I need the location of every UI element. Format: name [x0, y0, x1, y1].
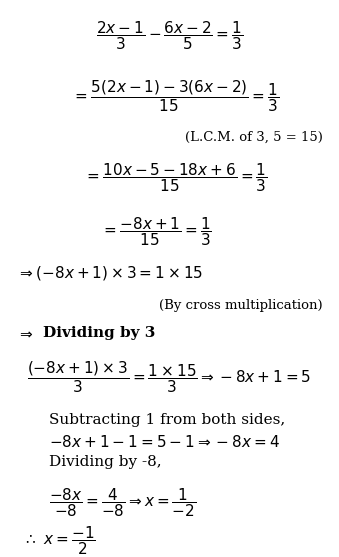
Text: $\therefore\ x = \dfrac{-1}{2}$: $\therefore\ x = \dfrac{-1}{2}$: [23, 524, 96, 557]
Text: Subtracting 1 from both sides,: Subtracting 1 from both sides,: [49, 413, 285, 427]
Text: (By cross multiplication): (By cross multiplication): [159, 299, 322, 312]
Text: $= \dfrac{10x-5-18x+6}{15} = \dfrac{1}{3}$: $= \dfrac{10x-5-18x+6}{15} = \dfrac{1}{3…: [84, 161, 268, 194]
Text: $= \dfrac{-8x+1}{15} = \dfrac{1}{3}$: $= \dfrac{-8x+1}{15} = \dfrac{1}{3}$: [101, 216, 212, 248]
Text: Dividing by -8,: Dividing by -8,: [49, 456, 162, 470]
Text: $\dfrac{-8x}{-8} = \dfrac{4}{-8} \Rightarrow x = \dfrac{1}{-2}$: $\dfrac{-8x}{-8} = \dfrac{4}{-8} \Righta…: [49, 486, 197, 519]
Text: $= \dfrac{5(2x-1)-3(6x-2)}{15} = \dfrac{1}{3}$: $= \dfrac{5(2x-1)-3(6x-2)}{15} = \dfrac{…: [72, 78, 280, 114]
Text: $\Rightarrow$: $\Rightarrow$: [17, 326, 34, 340]
Text: $\dfrac{2x-1}{3} - \dfrac{6x-2}{5} = \dfrac{1}{3}$: $\dfrac{2x-1}{3} - \dfrac{6x-2}{5} = \df…: [96, 19, 243, 52]
Text: (L.C.M. of 3, 5 = 15): (L.C.M. of 3, 5 = 15): [184, 131, 322, 144]
Text: $\dfrac{(-8x+1)\times 3}{3} = \dfrac{1\times 15}{3} \Rightarrow -8x+1=5$: $\dfrac{(-8x+1)\times 3}{3} = \dfrac{1\t…: [27, 359, 312, 395]
Text: $\Rightarrow (-8x+1)\times 3 = 1\times 15$: $\Rightarrow (-8x+1)\times 3 = 1\times 1…: [17, 264, 203, 282]
Text: $-8x+1-1=5-1\Rightarrow -8x=4$: $-8x+1-1=5-1\Rightarrow -8x=4$: [49, 434, 280, 450]
Text: Dividing by 3: Dividing by 3: [43, 326, 155, 340]
